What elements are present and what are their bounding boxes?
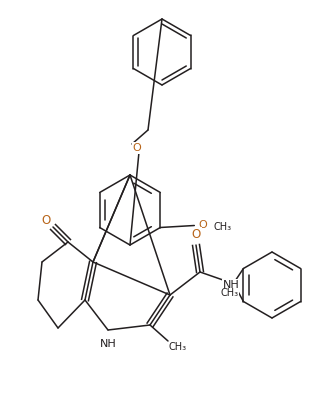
Text: O: O <box>133 143 141 153</box>
Text: O: O <box>191 229 201 241</box>
Text: O: O <box>41 213 51 227</box>
Text: CH₃: CH₃ <box>213 221 231 231</box>
Text: CH₃: CH₃ <box>169 342 187 352</box>
Text: NH: NH <box>223 280 239 290</box>
Text: NH: NH <box>100 339 117 349</box>
Text: O: O <box>198 221 207 231</box>
Text: CH₃: CH₃ <box>220 288 239 298</box>
